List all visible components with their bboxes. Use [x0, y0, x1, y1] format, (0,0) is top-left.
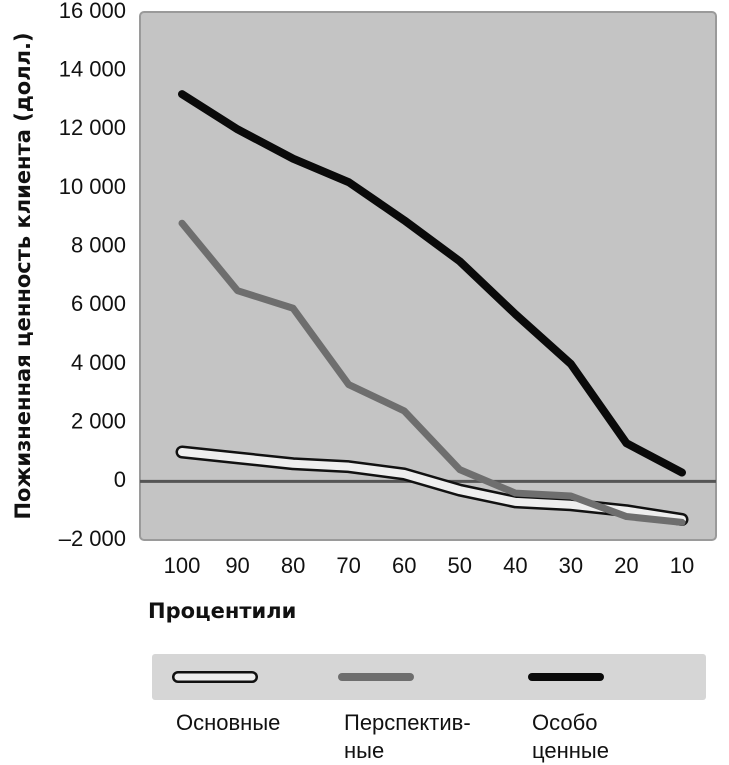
x-tick-label: 100: [164, 553, 201, 578]
x-tick-label: 80: [281, 553, 305, 578]
plot-area: [139, 11, 717, 541]
legend-box: [152, 654, 706, 700]
y-tick-label: 12 000: [59, 115, 126, 140]
y-tick-label: 0: [114, 467, 126, 492]
legend-label: Перспектив-: [344, 710, 471, 735]
legend-label: ные: [344, 738, 384, 763]
x-tick-label: 60: [392, 553, 416, 578]
x-axis-title: Процентили: [148, 599, 296, 623]
y-tick-label: 16 000: [59, 0, 126, 23]
x-tick-label: 30: [559, 553, 583, 578]
legend-label: ценные: [532, 738, 609, 763]
x-tick-labels: 100 90 80 70 60 50 40 30 20 10: [164, 553, 695, 578]
legend: Основные Перспектив-ные Особо ценные: [172, 671, 609, 763]
x-tick-label: 90: [225, 553, 249, 578]
legend-label: Особо: [532, 710, 597, 735]
y-axis-title: Пожизненная ценность клиента (долл.): [11, 32, 35, 519]
series-line-2: [178, 219, 686, 526]
y-tick-labels: 16 000 14 000 12 000 10 000 8 000 6 000 4 000 2…: [59, 0, 126, 551]
y-tick-label: 8 000: [71, 232, 126, 257]
y-tick-label: 14 000: [59, 56, 126, 81]
series-layer: [175, 90, 689, 526]
y-tick-label: 10 000: [59, 174, 126, 199]
y-tick-label: –2 000: [59, 526, 126, 551]
y-tick-label: 2 000: [71, 408, 126, 433]
y-tick-label: 4 000: [71, 350, 126, 375]
series-line-3: [178, 90, 686, 477]
x-tick-label: 70: [336, 553, 360, 578]
legend-label: Основные: [176, 710, 280, 735]
x-tick-label: 50: [448, 553, 472, 578]
x-tick-label: 10: [670, 553, 694, 578]
x-tick-label: 20: [614, 553, 638, 578]
y-tick-label: 6 000: [71, 291, 126, 316]
x-tick-label: 40: [503, 553, 527, 578]
